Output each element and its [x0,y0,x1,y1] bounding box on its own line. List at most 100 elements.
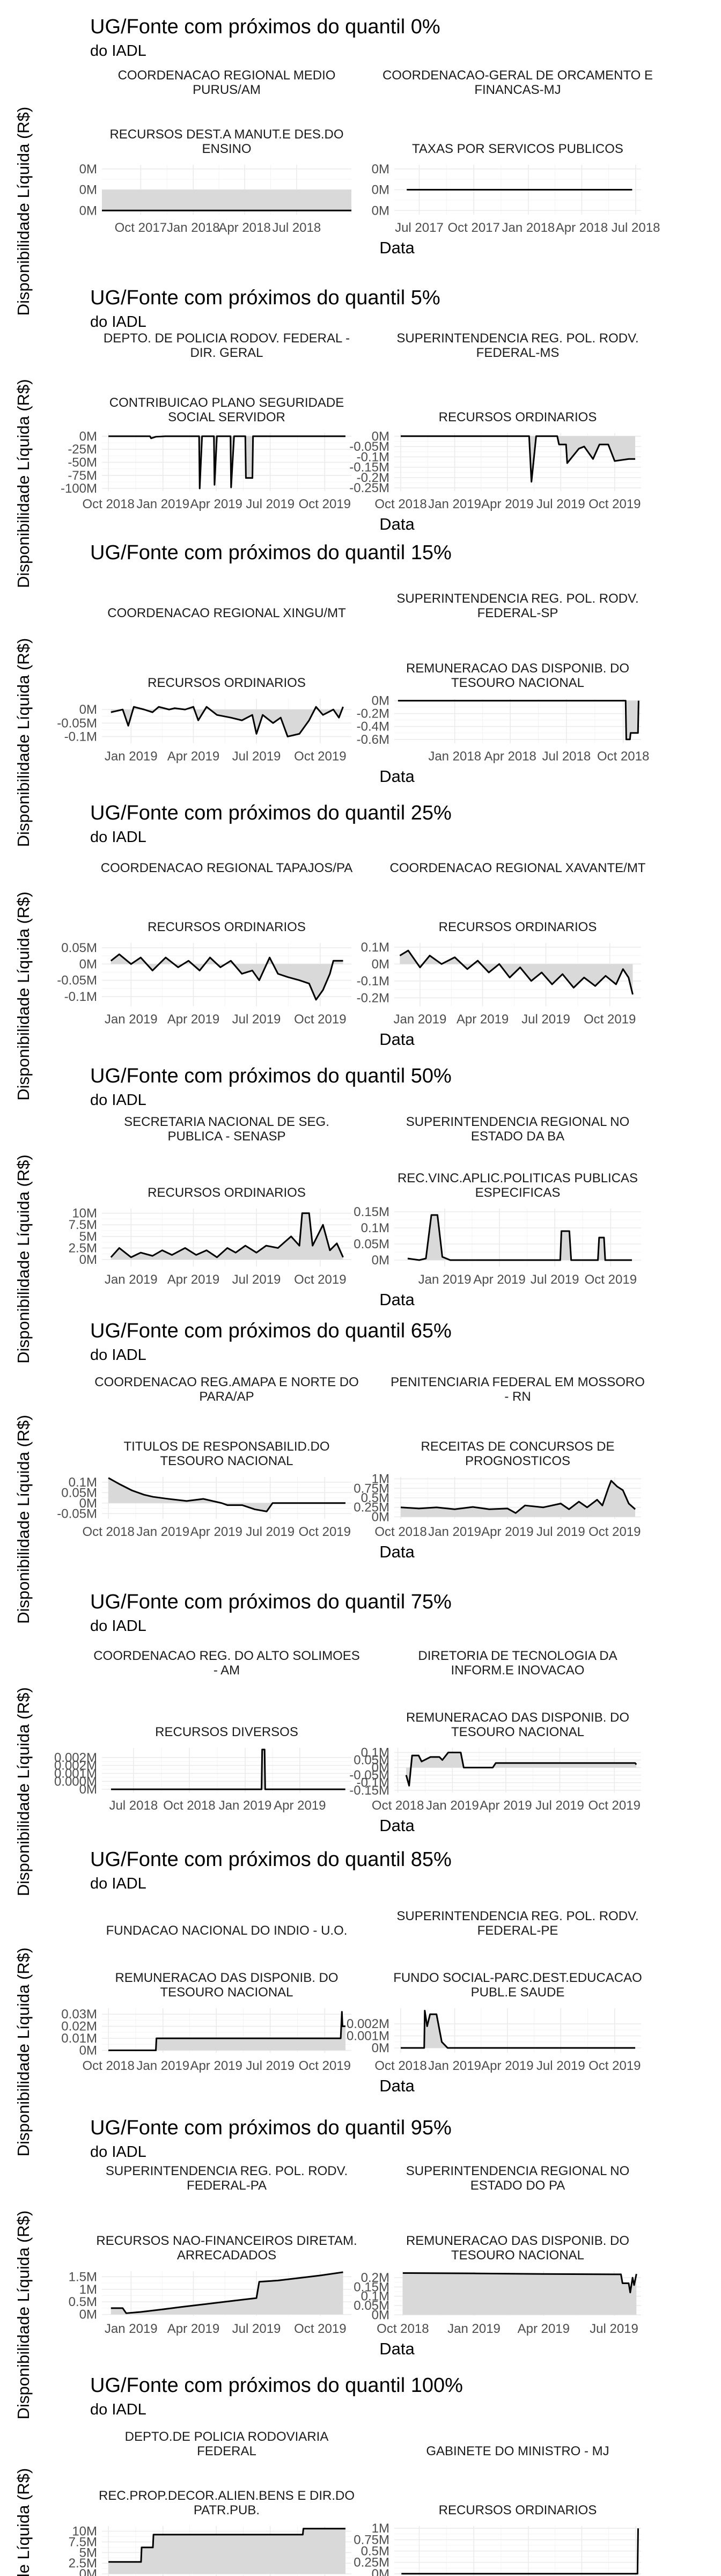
y-tick-label: -0.1M [64,729,97,744]
y-tick-label: -0.1M [357,450,389,464]
chart-block-9: UG/Fonte com próximos do quantil 100% do … [14,2374,641,2576]
x-tick-label: Oct 2019 [588,1525,641,1539]
facet-panel: SUPERINTENDENCIA REG. POL. RODV. FEDERAL-… [357,591,650,764]
x-tick-label: Oct 2019 [299,2059,351,2073]
y-tick-label: -50M [68,455,97,470]
area-fill [407,1215,632,1260]
x-tick-label: Jan 2019 [136,2059,189,2073]
facet-strip-ug: GABINETE DO MINISTRO - MJ [426,2444,609,2458]
facet-panel: GABINETE DO MINISTRO - MJ RECURSOS ORDINA… [354,2444,641,2576]
y-tick-label: 10M [72,1206,97,1221]
y-tick-label: 0.002M [54,1751,97,1765]
y-tick-label: 0.15M [354,2280,389,2294]
x-tick-label: Jul 2019 [232,1012,281,1027]
chart-title: UG/Fonte com próximos do quantil 95% [90,2117,452,2139]
x-tick-label: Jul 2019 [536,497,585,511]
x-tick-label: Oct 2019 [294,749,346,764]
x-tick-label: Jan 2019 [394,1012,447,1027]
x-axis-title: Data [379,1030,415,1049]
facet-strip-ug: COORDENACAO REG.AMAPA E NORTE DO PARA/AP [94,1375,359,1404]
facet-strip-ug: SECRETARIA NACIONAL DE SEG. PUBLICA - SEN… [124,1115,329,1144]
chart-title: UG/Fonte com próximos do quantil 65% [90,1320,452,1342]
facet-strip-ug: COORDENACAO-GERAL DE ORCAMENTO E FINANCAS… [382,68,653,97]
facet-panel: FUNDACAO NACIONAL DO INDIO - U.O. REMUNER… [61,1923,351,2073]
x-tick-label: Jul 2019 [531,1272,579,1287]
facet-strip-ug: SUPERINTENDENCIA REG. POL. RODV. FEDERAL-… [396,331,638,360]
x-tick-label: Jul 2019 [232,749,281,764]
y-tick-label: 0M [79,203,97,218]
facet-strip-fonte: CONTRIBUICAO PLANO SEGURIDADE SOCIAL SERV… [109,396,344,425]
y-tick-label: 0M [79,2567,97,2576]
x-tick-label: Oct 2018 [377,2322,429,2336]
x-tick-label: Apr 2018 [484,749,536,764]
y-tick-label: -0.15M [349,1783,389,1798]
chart-title: UG/Fonte com próximos do quantil 5% [90,287,440,309]
facet-panel: DEPTO.DE POLICIA RODOVIARIA FEDERAL REC.PR… [69,2429,355,2576]
x-tick-label: Apr 2019 [274,1798,326,1813]
y-tick-label: 1M [372,1472,389,1487]
x-tick-label: Jul 2019 [535,1798,584,1813]
x-tick-label: Jul 2019 [232,2322,281,2336]
x-tick-label: Oct 2019 [294,1272,346,1287]
x-tick-label: Jul 2019 [590,2322,638,2336]
y-tick-label: 0M [372,1761,389,1775]
y-tick-label: -100M [61,481,97,496]
y-axis-title: Disponibilidade Líquida (R$) [14,107,33,316]
y-tick-label: 7.5M [69,1218,97,1232]
x-tick-label: Jan 2018 [428,749,481,764]
facet-strip-ug: PENITENCIARIA FEDERAL EM MOSSORO - RN [391,1375,645,1404]
y-tick-label: 0M [79,429,97,444]
x-tick-label: Apr 2019 [190,2059,242,2073]
facet-strip-ug: COORDENACAO REGIONAL TAPAJOS/PA [101,861,352,875]
y-axis-title: Disponibilidade Líquida (R$) [14,1415,33,1623]
chart-title: UG/Fonte com próximos do quantil 50% [90,1065,452,1087]
y-tick-label: -0.25M [349,481,389,495]
y-tick-label: 5M [79,1230,97,1244]
chart-title: UG/Fonte com próximos do quantil 15% [90,541,452,564]
y-tick-label: 0.01M [61,2031,97,2046]
facet-strip-ug: SUPERINTENDENCIA REGIONAL NO ESTADO DO PA [406,2164,630,2193]
y-tick-label: 0.02M [61,2019,97,2034]
series-line [401,435,636,483]
area-fill [402,2273,637,2315]
y-tick-label: 0M [79,1496,97,1511]
x-tick-label: Oct 2019 [588,497,641,511]
y-tick-label: 0.1M [361,1745,389,1760]
facet-strip-fonte: REMUNERACAO DAS DISPONIB. DO TESOURO NACI… [406,2234,629,2263]
facet-strip-ug: SUPERINTENDENCIA REG. POL. RODV. FEDERAL-… [106,2164,348,2193]
y-tick-label: 1M [79,2282,97,2297]
y-tick-label: 0.1M [361,940,389,955]
facet-panel: SUPERINTENDENCIA REG. POL. RODV. FEDERAL-… [349,331,641,511]
series-line [402,2272,637,2294]
facet-strip-fonte: REMUNERACAO DAS DISPONIB. DO TESOURO NACI… [406,1710,629,1739]
facet-panel: DIRETORIA DE TECNOLOGIA DA INFORM.E INOVA… [349,1649,641,1813]
y-axis-title: Disponibilidade Líquida (R$) [14,638,33,847]
chart-subtitle: do IADL [90,42,146,60]
y-tick-label: 0M [79,1782,97,1797]
y-tick-label: 0M [372,957,389,971]
y-tick-label: 0M [372,694,389,708]
facet-panel: COORDENACAO REG.AMAPA E NORTE DO PARA/AP T… [57,1375,358,1539]
y-tick-label: 0.05M [354,1753,389,1768]
area-fill [108,2011,345,2051]
x-tick-label: Apr 2019 [480,1798,532,1813]
x-tick-label: Apr 2019 [190,497,242,511]
x-tick-label: Oct 2019 [584,1012,636,1027]
area-fill [111,1213,343,1260]
x-tick-label: Jul 2018 [542,749,591,764]
x-tick-label: Oct 2018 [372,1798,424,1813]
x-tick-label: Apr 2019 [167,2322,219,2336]
facet-strip-ug: DEPTO.DE POLICIA RODOVIARIA FEDERAL [125,2429,329,2458]
x-tick-label: Oct 2018 [597,749,649,764]
y-tick-label: 0M [372,203,389,218]
chart-block-8: UG/Fonte com próximos do quantil 95% do I… [14,2117,641,2419]
x-tick-label: Jul 2017 [395,221,444,235]
series-line [405,1751,637,1787]
x-tick-label: Jan 2018 [167,221,220,235]
y-tick-label: 0M [79,162,97,177]
facet-strip-fonte: RECURSOS ORDINARIOS [439,920,597,934]
chart-block-6: UG/Fonte com próximos do quantil 75% do I… [14,1591,641,1896]
x-tick-label: Jul 2019 [246,2059,295,2073]
x-tick-label: Oct 2018 [374,2059,426,2073]
